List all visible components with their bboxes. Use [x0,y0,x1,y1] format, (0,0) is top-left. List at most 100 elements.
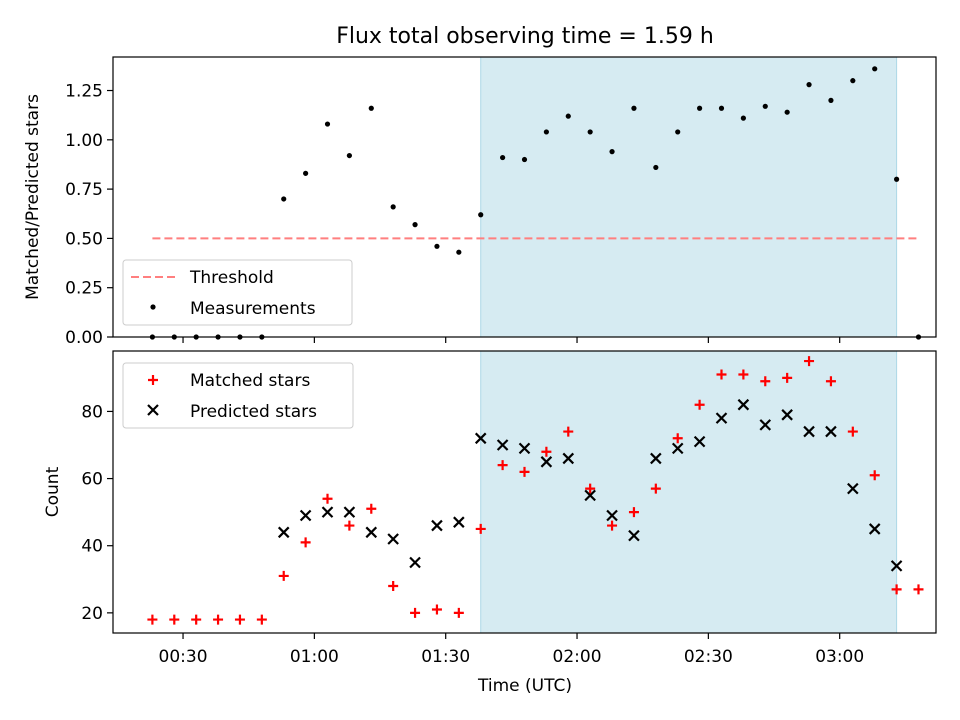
measurement-point [806,82,812,88]
measurement-point [456,249,462,255]
y-tick-label: 60 [81,470,103,490]
measurement-point [872,66,878,72]
x-tick-label: 01:00 [290,647,339,667]
x-tick-label: 03:00 [815,647,864,667]
measurement-point [478,212,484,218]
predicted-star-point [409,556,421,569]
predicted-star-point [606,509,618,522]
measurement-point [587,129,593,135]
measurement-point [631,105,637,111]
matched-star-point [891,584,902,595]
legend-box [122,259,353,326]
matched-star-point [738,369,749,380]
predicted-star-point [628,529,640,542]
chart-title: Flux total observing time = 1.59 h [336,24,714,49]
predicted-star-point [759,419,772,431]
matched-star-point [847,426,858,437]
bottom-y-axis-label: Count [43,466,63,517]
y-tick-label: 0.75 [65,180,103,200]
matched-star-point [344,520,355,531]
matched-star-point [169,614,180,625]
predicted-star-point [803,425,815,438]
predicted-star-point [584,489,596,502]
plot-frame [112,56,937,338]
predicted-star-point [387,533,399,545]
legend-measurement-label: Measurements [190,299,316,319]
legend-predicted-swatch [147,404,159,416]
matched-star-point [453,607,464,618]
shaded-region [480,56,898,338]
predicted-star-point [343,506,356,518]
matched-star-point [497,460,508,471]
legend-box [122,362,354,429]
matched-star-point [234,614,245,625]
matched-star-point [278,570,289,581]
measurement-point [500,154,506,161]
matched-star-point [694,399,705,410]
y-tick-label: 1.00 [65,131,103,151]
predicted-star-point [868,523,881,535]
measurement-point [281,196,287,202]
predicted-star-point [518,442,531,455]
measurement-point [368,105,374,111]
measurement-point [697,105,703,111]
legend-predicted-label: Predicted stars [190,402,317,422]
measurement-point [324,121,331,127]
matched-star-point [760,376,771,387]
measurement-point [434,243,440,249]
predicted-star-point [453,516,465,528]
matched-star-point [913,584,924,595]
predicted-star-point [890,560,903,572]
predicted-star-point [474,432,487,445]
predicted-star-point [365,526,378,539]
matched-star-point [782,372,793,383]
predicted-star-point [321,506,334,518]
measurement-point [346,152,352,159]
matched-star-point [322,493,333,504]
measurement-point [718,105,725,111]
predicted-star-point [715,412,728,424]
x-axis-label: Time (UTC) [477,676,572,696]
matched-star-point [869,470,880,481]
predicted-star-point [277,526,290,539]
measurement-point [653,164,659,171]
y-tick-label: 40 [81,537,103,557]
matched-star-point [716,369,727,380]
predicted-star-point [671,442,684,455]
legend-matched-swatch [148,375,158,385]
bottom-plot: 20 40 60 80 00:30 01:00 01:30 02:00 02:30 03:00 Ma… [81,350,937,667]
predicted-star-point [781,409,793,421]
measurement-point [784,109,790,115]
predicted-star-point [496,439,509,451]
measurement-point [740,115,746,121]
matched-star-point [628,507,639,518]
top-y-axis-label: Matched/Predicted stars [23,94,43,300]
measurement-point [894,176,900,182]
shaded-region [480,350,898,634]
y-tick-label: 80 [81,402,103,422]
matched-star-point [672,433,683,444]
legend-matched-label: Matched stars [190,371,310,391]
predicted-star-point [431,519,443,532]
matched-star-point [607,520,618,531]
matched-star-point [519,466,530,477]
measurement-point [521,156,528,163]
matched-star-point [213,614,224,625]
plot-frame [112,350,937,634]
matched-star-point [256,614,267,625]
matched-star-point [563,426,574,437]
matched-star-point [191,614,202,625]
measurement-point [762,103,768,109]
measurement-point [303,170,309,176]
y-tick-label: 0.50 [65,229,103,249]
matched-star-point [410,607,421,618]
matched-star-point [366,503,377,514]
matched-star-point [825,376,836,387]
matched-star-point [804,356,815,367]
x-tick-label: 00:30 [159,647,208,667]
matched-star-point [147,614,158,625]
predicted-star-point [299,509,312,522]
matched-star-point [388,581,399,591]
legend-measurement-swatch [150,304,156,310]
predicted-star-point [825,425,837,438]
